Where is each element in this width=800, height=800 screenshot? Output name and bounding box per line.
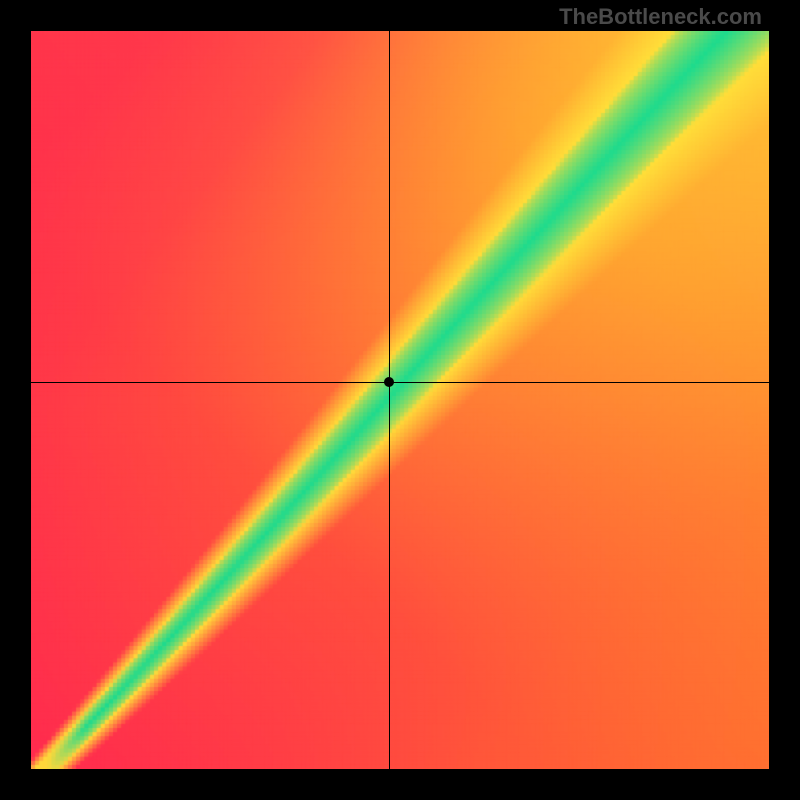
- heatmap-canvas: [31, 31, 769, 769]
- watermark-text: TheBottleneck.com: [559, 4, 762, 30]
- plot-area: [31, 31, 769, 769]
